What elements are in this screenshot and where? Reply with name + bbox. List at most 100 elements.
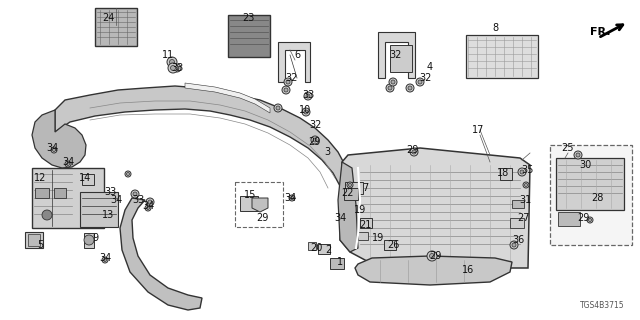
Text: 34: 34 <box>62 157 74 167</box>
Text: 32: 32 <box>285 73 297 83</box>
Circle shape <box>168 63 178 73</box>
Circle shape <box>276 106 280 110</box>
Bar <box>308 242 316 250</box>
Circle shape <box>304 110 308 114</box>
Circle shape <box>412 150 416 154</box>
Text: 34: 34 <box>284 193 296 203</box>
Circle shape <box>386 84 394 92</box>
Bar <box>235 182 283 227</box>
Circle shape <box>52 148 56 151</box>
Bar <box>358 232 368 240</box>
Bar <box>345 182 363 194</box>
Text: 16: 16 <box>462 265 474 275</box>
Circle shape <box>274 104 282 112</box>
Text: 18: 18 <box>497 168 509 178</box>
Circle shape <box>51 147 57 153</box>
Text: 6: 6 <box>294 50 300 60</box>
Bar <box>550 145 632 245</box>
Text: 33: 33 <box>171 63 183 73</box>
Polygon shape <box>355 256 512 285</box>
Bar <box>54 188 66 198</box>
Polygon shape <box>84 233 94 248</box>
Bar <box>510 218 524 228</box>
Circle shape <box>347 182 353 188</box>
Circle shape <box>391 80 395 84</box>
Text: 22: 22 <box>342 188 355 198</box>
Text: 29: 29 <box>406 145 418 155</box>
Circle shape <box>410 148 418 156</box>
Circle shape <box>284 88 288 92</box>
Text: 26: 26 <box>387 240 399 250</box>
Text: 14: 14 <box>79 173 91 183</box>
Circle shape <box>510 241 518 249</box>
Circle shape <box>427 251 437 261</box>
Circle shape <box>429 253 435 259</box>
Polygon shape <box>252 198 268 212</box>
Circle shape <box>306 94 310 98</box>
Text: 29: 29 <box>577 213 589 223</box>
Bar <box>80 192 118 227</box>
Bar <box>32 168 104 228</box>
Text: 30: 30 <box>579 160 591 170</box>
Circle shape <box>84 235 94 245</box>
Circle shape <box>574 151 582 159</box>
Bar <box>28 234 40 246</box>
Text: 2: 2 <box>325 245 331 255</box>
Text: 4: 4 <box>427 62 433 72</box>
Circle shape <box>147 206 150 210</box>
Polygon shape <box>500 168 512 180</box>
Circle shape <box>131 190 139 198</box>
Polygon shape <box>82 174 94 185</box>
Circle shape <box>589 219 591 221</box>
Polygon shape <box>55 86 348 212</box>
Bar <box>228 15 270 57</box>
Circle shape <box>576 153 580 157</box>
Circle shape <box>289 195 295 201</box>
Circle shape <box>523 182 529 188</box>
Circle shape <box>170 60 175 65</box>
Polygon shape <box>185 83 270 113</box>
Circle shape <box>102 257 108 263</box>
Text: 28: 28 <box>591 193 603 203</box>
Polygon shape <box>278 42 310 82</box>
Bar <box>384 240 396 250</box>
Text: TGS4B3715: TGS4B3715 <box>580 301 625 310</box>
Text: 9: 9 <box>92 233 98 243</box>
Polygon shape <box>390 45 412 72</box>
Text: 15: 15 <box>244 190 256 200</box>
Bar <box>512 200 524 208</box>
Circle shape <box>133 192 137 196</box>
Text: 31: 31 <box>519 195 531 205</box>
Circle shape <box>349 183 351 187</box>
Polygon shape <box>120 198 202 310</box>
Text: 32: 32 <box>419 73 431 83</box>
Text: 19: 19 <box>354 205 366 215</box>
Circle shape <box>125 171 131 177</box>
Text: 5: 5 <box>37 240 43 250</box>
Text: 10: 10 <box>299 105 311 115</box>
Text: 19: 19 <box>372 233 384 243</box>
Circle shape <box>311 136 319 144</box>
Text: 27: 27 <box>516 213 529 223</box>
Circle shape <box>42 210 52 220</box>
Circle shape <box>302 108 310 116</box>
Text: 12: 12 <box>34 173 46 183</box>
Text: 24: 24 <box>102 13 114 23</box>
Circle shape <box>388 86 392 90</box>
Text: 35: 35 <box>522 165 534 175</box>
Polygon shape <box>32 110 86 168</box>
Text: 20: 20 <box>310 243 322 253</box>
Circle shape <box>418 80 422 84</box>
Circle shape <box>518 168 526 176</box>
Bar <box>318 244 330 254</box>
Text: 8: 8 <box>492 23 498 33</box>
Text: 36: 36 <box>512 235 524 245</box>
Circle shape <box>512 243 516 247</box>
Text: 21: 21 <box>359 220 371 230</box>
Circle shape <box>148 200 152 204</box>
Circle shape <box>127 172 129 175</box>
Circle shape <box>175 66 179 70</box>
Circle shape <box>520 170 524 174</box>
Text: 25: 25 <box>562 143 574 153</box>
Circle shape <box>286 80 290 84</box>
